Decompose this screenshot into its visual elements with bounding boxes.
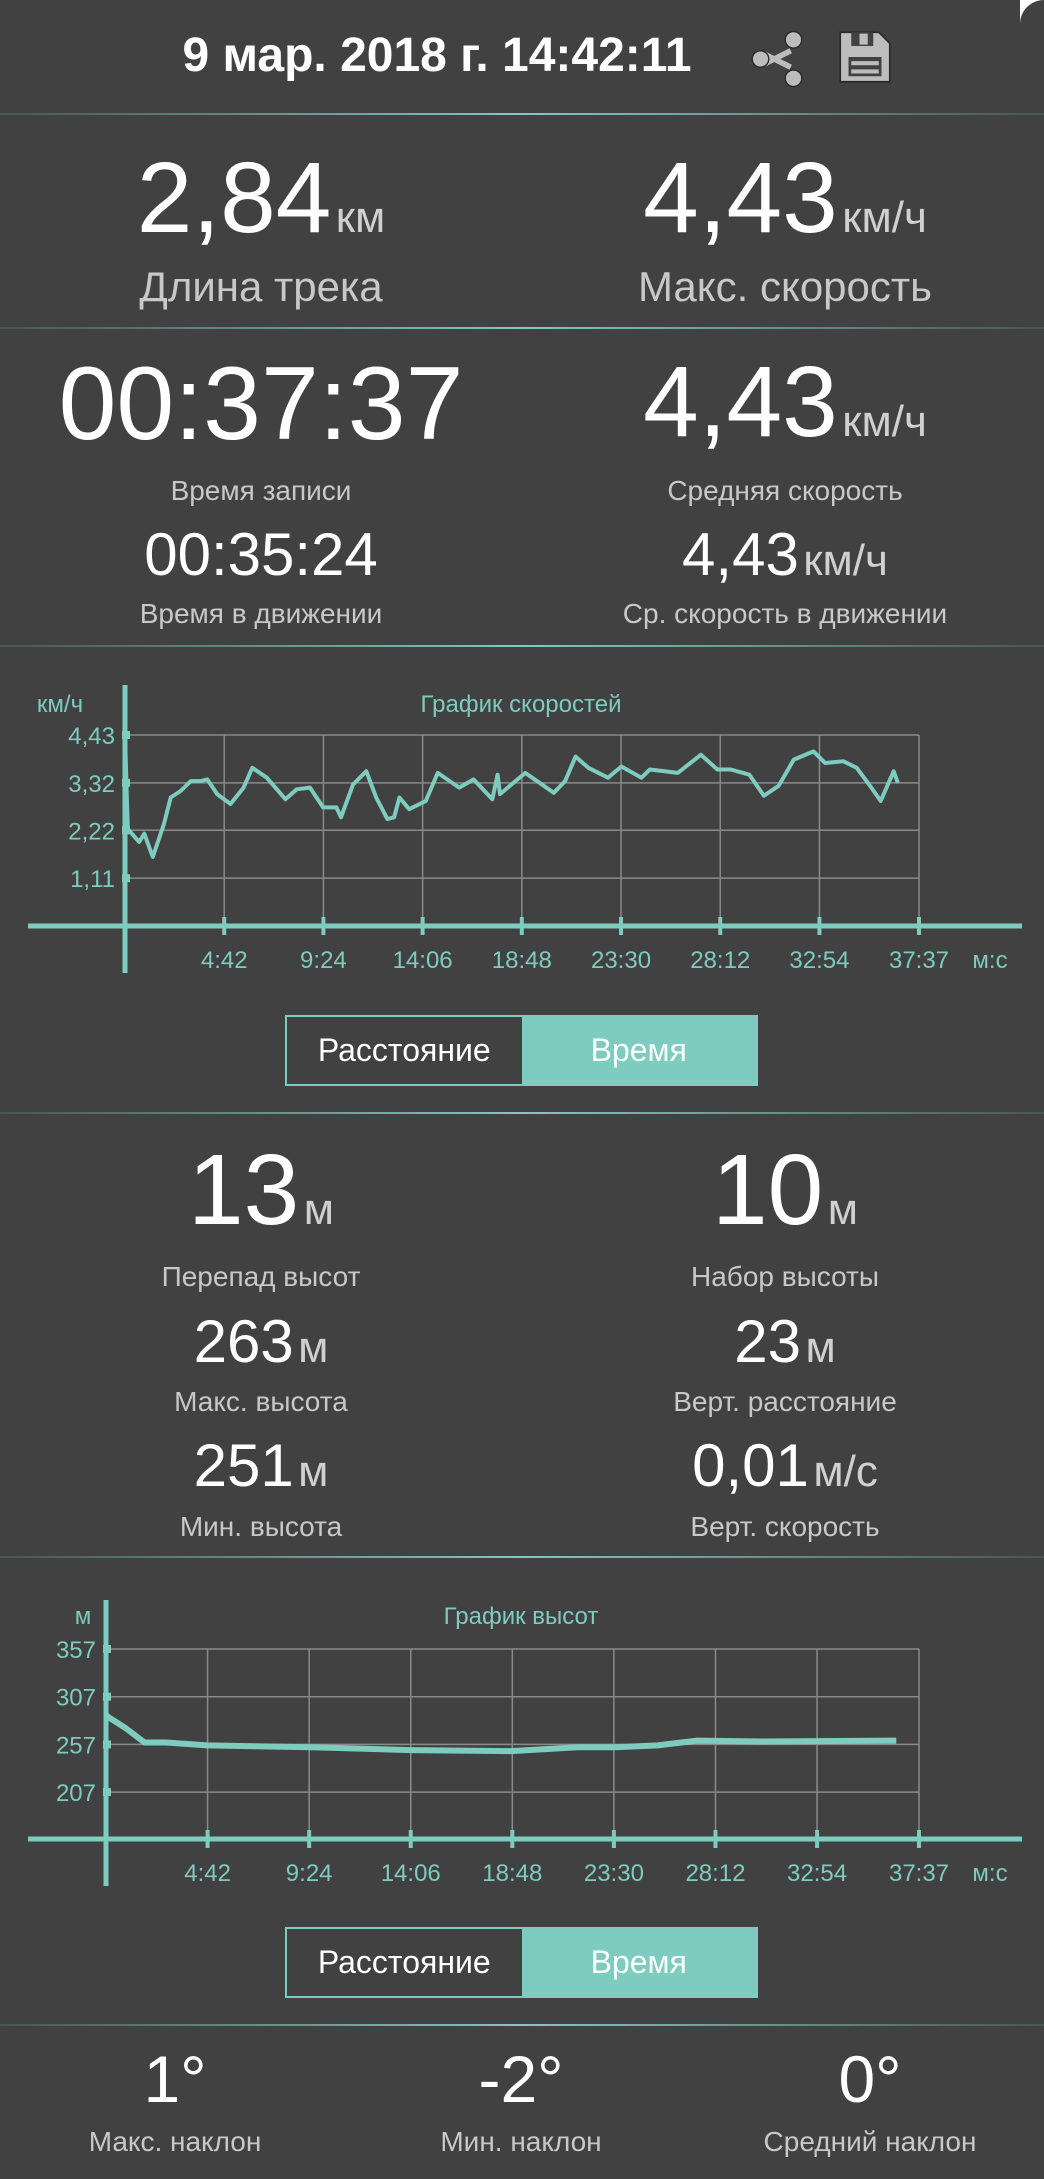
moving-time-label: Время в движении: [139, 598, 383, 629]
track-length-label: Длина трека: [139, 263, 383, 310]
vertical-distance: 23 м: [734, 1308, 836, 1375]
min-slope: -2°: [478, 2042, 564, 2116]
x-axis-label: м:с: [972, 947, 1007, 974]
x-tick-label: 23:30: [584, 1860, 644, 1887]
divider: [0, 113, 1044, 115]
vertical-distance-label: Верт. расстояние: [673, 1386, 897, 1417]
x-tick-label: 32:54: [787, 1860, 847, 1887]
x-axis-label: м:с: [972, 1860, 1007, 1887]
y-tick-label: 1,11: [70, 866, 115, 893]
min-slope-label: Мин. наклон: [440, 2126, 602, 2157]
x-tick-label: 9:24: [300, 947, 347, 974]
avg-slope-label: Средний наклон: [763, 2126, 977, 2157]
avg-moving-speed-label: Ср. скорость в движении: [622, 598, 948, 629]
x-tick-label: 4:42: [184, 1860, 231, 1887]
x-tick-label: 32:54: [789, 947, 849, 974]
time-mode-button[interactable]: Время: [521, 1017, 756, 1084]
x-tick-label: 4:42: [201, 947, 248, 974]
y-axis-label: км/ч: [37, 691, 83, 718]
altitude-chart: 357 307 257 207 4:42 9:24 14:06 18:48 23:30 28:12…: [28, 1600, 1022, 1887]
x-tick-label: 14:06: [393, 947, 453, 974]
share-icon[interactable]: [744, 26, 810, 92]
y-axis-label: м: [75, 1603, 92, 1630]
chart-title: График высот: [444, 1603, 599, 1630]
x-tick-label: 18:48: [482, 1860, 542, 1887]
x-tick-label: 37:37: [889, 947, 949, 974]
divider: [0, 2024, 1044, 2026]
altitude-difference: 13 м: [188, 1134, 334, 1246]
y-tick-label: 207: [56, 1780, 96, 1807]
speed-chart-mode-toggle: Расстояние Время: [285, 1015, 758, 1086]
x-tick-label: 18:48: [492, 947, 552, 974]
divider: [0, 1112, 1044, 1114]
y-tick-label: 2,22: [68, 818, 115, 845]
min-altitude: 251 м: [193, 1432, 329, 1499]
distance-mode-button[interactable]: Расстояние: [317, 1032, 491, 1068]
altitude-difference-label: Перепад высот: [161, 1261, 361, 1292]
max-altitude: 263 м: [193, 1308, 329, 1375]
min-altitude-label: Мин. высота: [179, 1511, 343, 1542]
avg-slope: 0°: [838, 2042, 902, 2116]
floppy-save-icon[interactable]: [832, 24, 898, 90]
x-tick-label: 14:06: [381, 1860, 441, 1887]
max-speed: 4,43 км/ч: [643, 142, 927, 254]
divider: [0, 1556, 1044, 1558]
y-tick-label: 307: [56, 1685, 96, 1712]
chart-title: График скоростей: [421, 691, 622, 718]
distance-mode-button[interactable]: Расстояние: [317, 1944, 491, 1980]
max-speed-label: Макс. скорость: [637, 263, 933, 310]
time-mode-button[interactable]: Время: [521, 1929, 756, 1996]
data-line: [103, 1712, 897, 1755]
x-tick-label: 9:24: [286, 1860, 333, 1887]
x-tick-label: 37:37: [889, 1860, 949, 1887]
avg-speed-label: Средняя скорость: [667, 475, 903, 506]
max-altitude-label: Макс. высота: [174, 1386, 348, 1417]
y-tick-label: 357: [56, 1637, 96, 1664]
vertical-speed-label: Верт. скорость: [690, 1511, 880, 1542]
x-tick-label: 28:12: [685, 1860, 745, 1887]
speed-chart: 4,43 3,32 2,22 1,11 4:42 9:24 14:06 18:48 23:30 2…: [28, 685, 1022, 974]
window-corner: [1020, 0, 1044, 48]
moving-time: 00:35:24: [144, 521, 378, 588]
track-datetime: 9 мар. 2018 г. 14:42:11: [182, 29, 692, 82]
record-time-label: Время записи: [170, 475, 352, 506]
altitude-gain: 10 м: [712, 1134, 858, 1246]
x-tick-label: 23:30: [591, 947, 651, 974]
y-tick-label: 4,43: [68, 723, 115, 750]
avg-moving-speed: 4,43 км/ч: [682, 521, 888, 588]
altitude-chart-mode-toggle: Расстояние Время: [285, 1927, 758, 1998]
data-line: [123, 734, 900, 859]
vertical-speed: 0,01 м/с: [692, 1432, 878, 1499]
x-tick-label: 28:12: [690, 947, 750, 974]
avg-speed: 4,43 км/ч: [643, 346, 927, 458]
divider: [0, 645, 1044, 647]
altitude-gain-label: Набор высоты: [691, 1261, 879, 1292]
y-tick-label: 3,32: [68, 771, 115, 798]
y-tick-label: 257: [56, 1732, 96, 1759]
record-time: 00:37:37: [58, 346, 464, 462]
max-slope-label: Макс. наклон: [88, 2126, 262, 2157]
divider: [0, 327, 1044, 329]
max-slope: 1°: [143, 2042, 207, 2116]
track-length: 2,84 км: [136, 142, 386, 254]
